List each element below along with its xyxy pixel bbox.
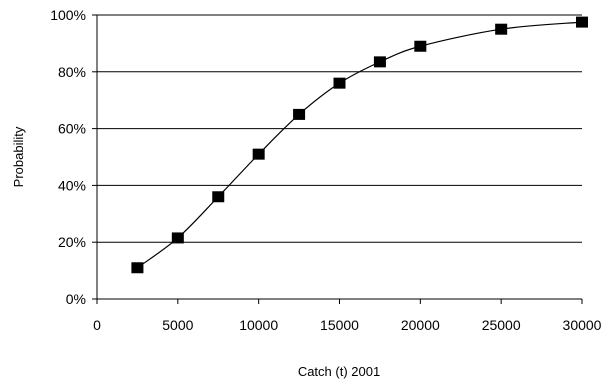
- axes: [92, 14, 583, 304]
- y-tick-label-0: 0%: [66, 291, 86, 307]
- data-point-0-0: [131, 262, 144, 274]
- y-tick-label-1: 20%: [58, 234, 86, 250]
- y-axis-title: Probability: [11, 126, 26, 187]
- data-point-0-3: [252, 148, 265, 160]
- y-tick-label-3: 60%: [58, 121, 86, 137]
- x-tick-label-1: 5000: [162, 317, 193, 333]
- data-point-0-7: [414, 40, 427, 52]
- series: [131, 16, 588, 274]
- x-tick-label-2: 10000: [239, 317, 278, 333]
- x-tick-label-3: 15000: [320, 317, 359, 333]
- data-point-0-8: [495, 23, 508, 35]
- x-tick-label-5: 25000: [482, 317, 521, 333]
- y-tick-label-5: 100%: [50, 7, 86, 23]
- y-tick-label-2: 40%: [58, 177, 86, 193]
- x-tick-label-6: 30000: [563, 317, 602, 333]
- data-point-0-1: [171, 232, 184, 244]
- x-axis-title: Catch (t) 2001: [298, 364, 380, 379]
- data-point-0-9: [576, 16, 588, 28]
- grid-lines: [97, 14, 582, 243]
- series-line-0: [137, 21, 583, 269]
- y-tick-label-4: 80%: [58, 64, 86, 80]
- data-point-0-6: [373, 56, 386, 68]
- data-point-0-5: [333, 77, 346, 89]
- data-point-0-2: [212, 191, 225, 203]
- data-point-0-4: [293, 108, 306, 120]
- x-tick-label-0: 0: [93, 317, 101, 333]
- tick-labels: 0% 20% 40% 60% 80% 100% 0 5000 10000 15000 20000 25…: [50, 7, 601, 333]
- x-tick-label-4: 20000: [401, 317, 440, 333]
